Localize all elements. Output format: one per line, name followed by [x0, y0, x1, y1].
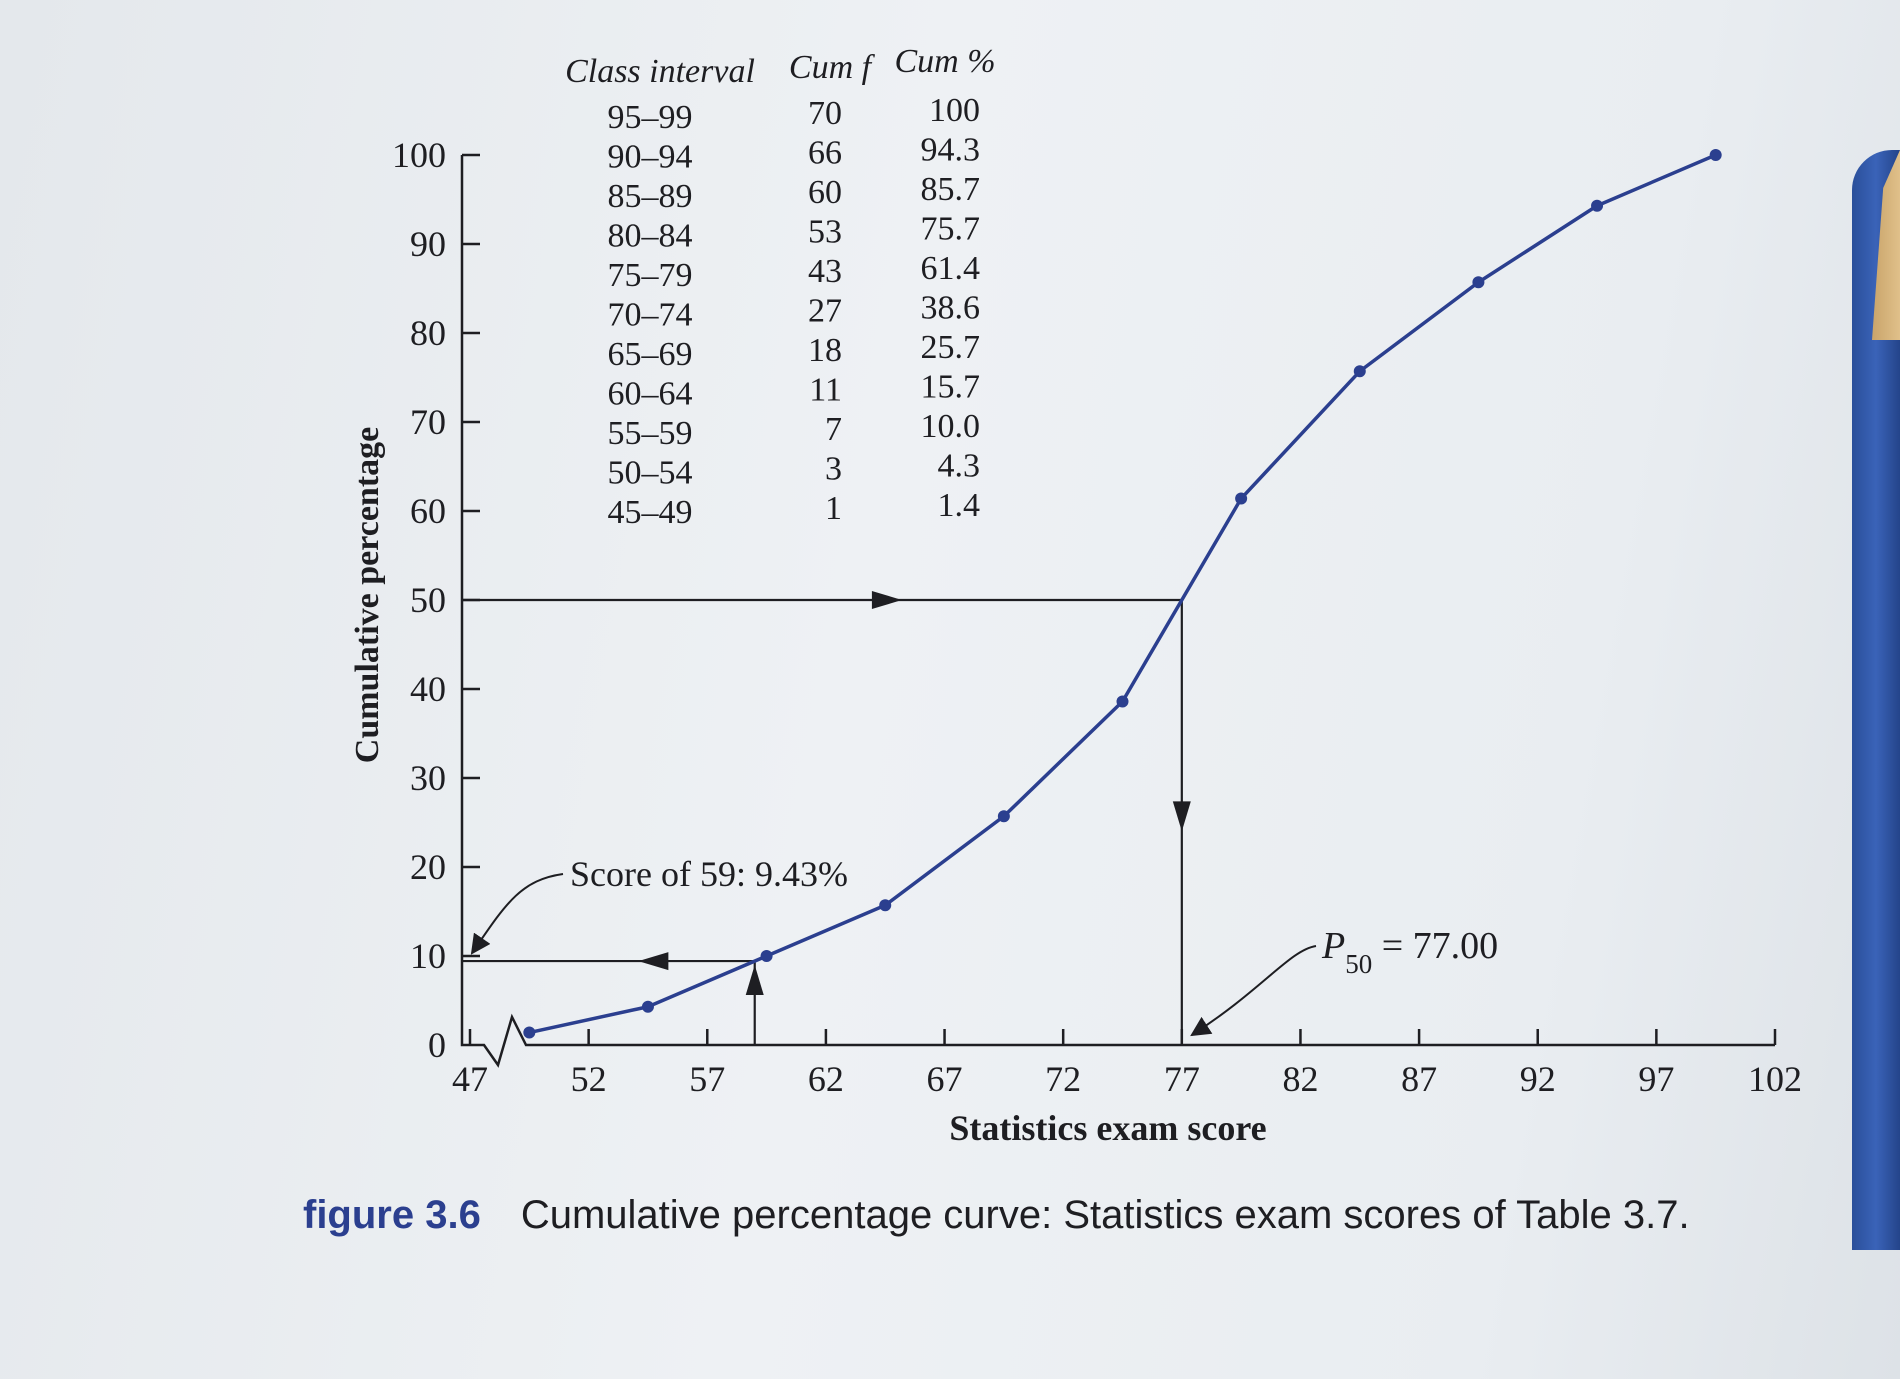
data-point	[523, 1026, 536, 1039]
table-cell-cum-percent: 25.7	[921, 329, 981, 366]
table-cell-cum-f: 27	[808, 293, 842, 330]
table-header-cum-f: Cum f	[789, 49, 876, 86]
table-cell-interval: 80–84	[608, 218, 693, 255]
table-header-class-interval: Class interval	[565, 53, 755, 90]
y-tick-label: 20	[410, 847, 446, 887]
table-cell-cum-f: 66	[808, 135, 842, 172]
y-tick-label: 40	[410, 669, 446, 709]
reference-lines-group	[462, 591, 1317, 1045]
table-cell-cum-percent: 61.4	[921, 250, 981, 287]
table-cell-interval: 65–69	[608, 336, 693, 373]
data-point	[1116, 695, 1129, 708]
table-cell-cum-percent: 85.7	[921, 171, 981, 208]
table-cell-cum-percent: 75.7	[921, 211, 981, 248]
x-tick-label: 62	[808, 1059, 844, 1099]
table-cell-cum-f: 43	[808, 253, 842, 290]
y-tick-label: 70	[410, 402, 446, 442]
table-cell-cum-percent: 10.0	[921, 408, 981, 445]
x-tick-label: 97	[1638, 1059, 1674, 1099]
y-tick-label: 10	[410, 936, 446, 976]
p50-vertical-arrow	[1172, 801, 1191, 832]
y-tick-label: 90	[410, 224, 446, 264]
axes-group: 0 10 20 30 40 50 60 70 80 90 100 47 52 57 62 67 72 77 82 87…	[392, 135, 1802, 1099]
data-point	[760, 950, 773, 962]
y-tick-label: 60	[410, 491, 446, 531]
table-cell-interval: 90–94	[608, 139, 693, 176]
table-cell-interval: 95–99	[608, 99, 693, 136]
table-cell-cum-f: 1	[825, 490, 842, 527]
table-cell-cum-f: 18	[808, 332, 842, 369]
p50-leader-line	[1190, 945, 1317, 1037]
y-tick-label: 100	[392, 135, 446, 175]
y-tick-label: 30	[410, 758, 446, 798]
table-cell-interval: 75–79	[608, 257, 693, 294]
cumulative-percentage-line	[528, 153, 1717, 1035]
table-cell-cum-f: 3	[825, 451, 842, 488]
curve-group	[523, 149, 1722, 1039]
table-cell-cum-f: 53	[808, 214, 842, 251]
y-tick-label: 80	[410, 313, 446, 353]
x-tick-label: 77	[1164, 1059, 1200, 1099]
table-cell-cum-percent: 100	[929, 92, 980, 129]
data-point	[1235, 492, 1248, 505]
x-tick-label: 102	[1748, 1059, 1802, 1099]
table-cell-interval: 50–54	[608, 455, 693, 492]
score59-leader-line	[470, 873, 564, 955]
table-cell-cum-percent: 38.6	[921, 290, 981, 327]
x-tick-label: 72	[1045, 1059, 1081, 1099]
p50-annotation: P50 = 77.00	[1321, 925, 1498, 979]
table-cell-interval: 70–74	[608, 297, 693, 334]
x-tick-label: 87	[1401, 1059, 1437, 1099]
score59-vertical-arrow	[745, 965, 764, 995]
table-cell-cum-f: 11	[809, 372, 842, 409]
table-cell-interval: 45–49	[608, 494, 693, 531]
y-tick-label: 50	[410, 580, 446, 620]
table-cell-cum-f: 7	[825, 411, 842, 448]
p50-horizontal-arrow	[871, 591, 902, 609]
table-cell-cum-f: 70	[808, 95, 842, 132]
data-point	[1591, 199, 1604, 212]
x-axis-label: Statistics exam score	[949, 1108, 1266, 1148]
table-cell-interval: 60–64	[608, 376, 693, 413]
table-header-cum-percent: Cum %	[894, 43, 995, 80]
y-tick-label: 0	[428, 1025, 446, 1065]
score59-horizontal-arrow	[638, 952, 669, 971]
table-cell-cum-percent: 15.7	[921, 369, 981, 406]
table-cell-cum-percent: 1.4	[938, 487, 981, 524]
figure-caption: figure 3.6 Cumulative percentage curve: S…	[303, 1193, 1690, 1237]
x-tick-label: 57	[689, 1059, 725, 1099]
table-cell-cum-percent: 94.3	[921, 132, 981, 169]
table-cell-cum-f: 60	[808, 174, 842, 211]
x-tick-label: 67	[927, 1059, 963, 1099]
data-point	[997, 810, 1010, 823]
x-tick-label: 47	[452, 1059, 488, 1099]
data-point	[1472, 276, 1485, 289]
x-tick-label: 92	[1520, 1059, 1556, 1099]
data-point	[1353, 365, 1366, 378]
data-table-group: Class interval Cum f Cum % 95–99 70 100 90–94 6…	[565, 43, 995, 531]
x-tick-label: 52	[571, 1059, 607, 1099]
data-point	[879, 899, 892, 912]
x-tick-label: 82	[1282, 1059, 1318, 1099]
table-cell-interval: 55–59	[608, 415, 693, 452]
axis-break-mark	[460, 1013, 530, 1068]
score59-annotation: Score of 59: 9.43%	[570, 854, 848, 894]
table-cell-cum-percent: 4.3	[938, 448, 981, 485]
data-point	[1709, 149, 1722, 161]
y-axis-label: Cumulative percentage	[349, 427, 386, 763]
data-point	[641, 1000, 654, 1013]
table-cell-interval: 85–89	[608, 178, 693, 215]
